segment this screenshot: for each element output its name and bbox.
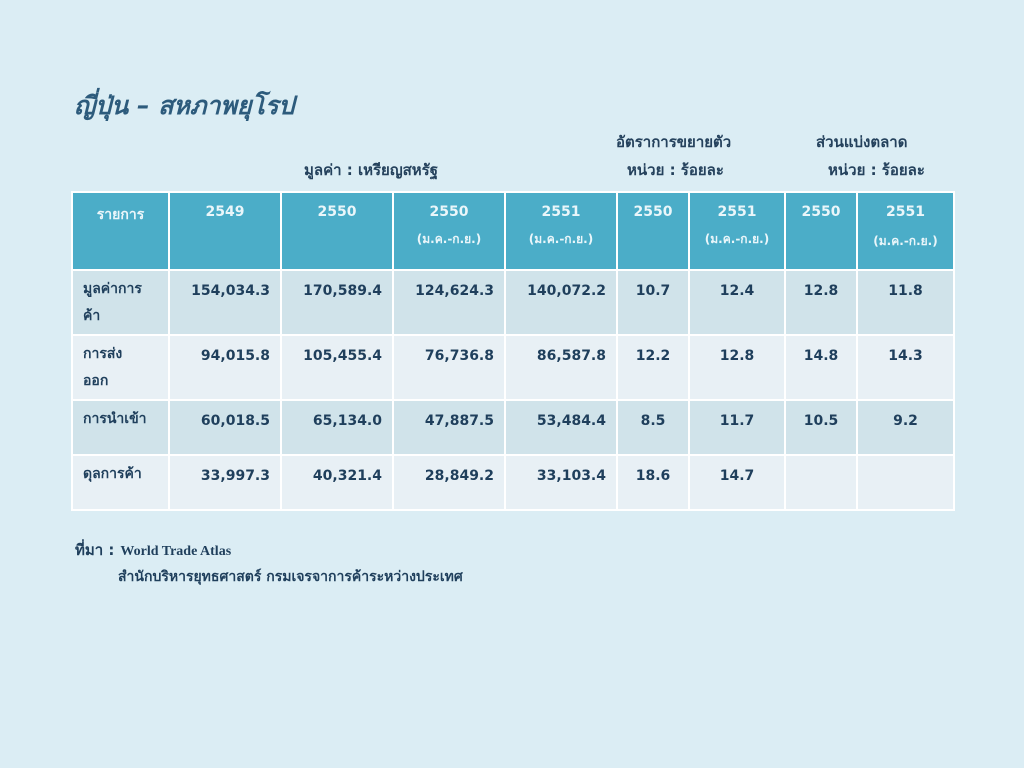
column-header-2550: 2550 (280, 191, 394, 271)
column-subheader: (ม.ค.-ก.ย.) (528, 232, 594, 246)
table-cell: 14.7 (688, 454, 786, 511)
table-cell: 53,484.4 (504, 399, 618, 456)
table-cell: 60,018.5 (168, 399, 282, 456)
table-cell: 10.7 (616, 269, 690, 336)
column-header-2551-jan-sep: 2551 (ม.ค.-ก.ย.) (504, 191, 618, 271)
column-header-share-2550: 2550 (784, 191, 858, 271)
table-row: ดุลการค้า 33,997.3 40,321.4 28,849.2 33,… (71, 454, 955, 511)
row-label: การส่งออก (71, 334, 170, 401)
table-row: การนำเข้า 60,018.5 65,134.0 47,887.5 53,… (71, 399, 955, 456)
table-cell: 105,455.4 (280, 334, 394, 401)
column-header-growth-2551: 2551 (ม.ค.-ก.ย.) (688, 191, 786, 271)
table-cell: 124,624.3 (392, 269, 506, 336)
market-share-heading: ส่วนแบ่งตลาด (816, 133, 908, 151)
table-cell: 12.8 (688, 334, 786, 401)
table-cell: 40,321.4 (280, 454, 394, 511)
column-subheader: (ม.ค.-ก.ย.) (416, 232, 482, 246)
source-secondary: สำนักบริหารยุทธศาสตร์ กรมเจรจาการค้าระหว… (118, 569, 463, 585)
table-cell: 8.5 (616, 399, 690, 456)
table-cell: 10.5 (784, 399, 858, 456)
table-row: การส่งออก 94,015.8 105,455.4 76,736.8 86… (71, 334, 955, 401)
growth-unit-label: หน่วย : ร้อยละ (627, 161, 724, 179)
table-cell: 154,034.3 (168, 269, 282, 336)
table-cell: 11.8 (856, 269, 955, 336)
table-cell: 65,134.0 (280, 399, 394, 456)
table-cell: 170,589.4 (280, 269, 394, 336)
column-header-2550-jan-sep: 2550 (ม.ค.-ก.ย.) (392, 191, 506, 271)
column-header-share-2551: 2551 (ม.ค.-ก.ย.) (856, 191, 955, 271)
share-unit-label: หน่วย : ร้อยละ (828, 161, 925, 179)
column-header-growth-2550: 2550 (616, 191, 690, 271)
table-cell: 140,072.2 (504, 269, 618, 336)
column-header-2549: 2549 (168, 191, 282, 271)
table-cell: 12.2 (616, 334, 690, 401)
table-cell: 9.2 (856, 399, 955, 456)
growth-rate-heading: อัตราการขยายตัว (616, 133, 732, 151)
table-cell: 28,849.2 (392, 454, 506, 511)
trade-table: รายการ 2549 2550 2550 (ม.ค.-ก.ย.) 2551 (ม.… (71, 191, 955, 511)
table-cell: 33,997.3 (168, 454, 282, 511)
table-cell: 76,736.8 (392, 334, 506, 401)
page-title: ญี่ปุ่น – สหภาพยุโรป (74, 91, 295, 120)
table-cell: 94,015.8 (168, 334, 282, 401)
table-row: มูลค่าการค้า 154,034.3 170,589.4 124,624… (71, 269, 955, 336)
table-cell (784, 454, 858, 511)
table-cell: 18.6 (616, 454, 690, 511)
source-note: ที่มา : World Trade Atlas (75, 538, 231, 562)
value-unit-label: มูลค่า : เหรียญสหรัฐ (304, 161, 438, 179)
table-cell (856, 454, 955, 511)
table-cell: 86,587.8 (504, 334, 618, 401)
table-cell: 47,887.5 (392, 399, 506, 456)
source-primary: World Trade Atlas (120, 544, 232, 559)
table-cell: 11.7 (688, 399, 786, 456)
table-cell: 14.3 (856, 334, 955, 401)
table-cell: 14.8 (784, 334, 858, 401)
table-cell: 12.8 (784, 269, 858, 336)
row-label: ดุลการค้า (71, 454, 170, 511)
column-subheader: (ม.ค.-ก.ย.) (873, 234, 938, 248)
column-header-item: รายการ (71, 191, 170, 271)
column-subheader: (ม.ค.-ก.ย.) (704, 232, 770, 246)
row-label: การนำเข้า (71, 399, 170, 456)
row-label: มูลค่าการค้า (71, 269, 170, 336)
table-cell: 33,103.4 (504, 454, 618, 511)
table-cell: 12.4 (688, 269, 786, 336)
source-label: ที่มา : (75, 541, 115, 559)
table-header-row: รายการ 2549 2550 2550 (ม.ค.-ก.ย.) 2551 (ม.… (71, 191, 955, 271)
